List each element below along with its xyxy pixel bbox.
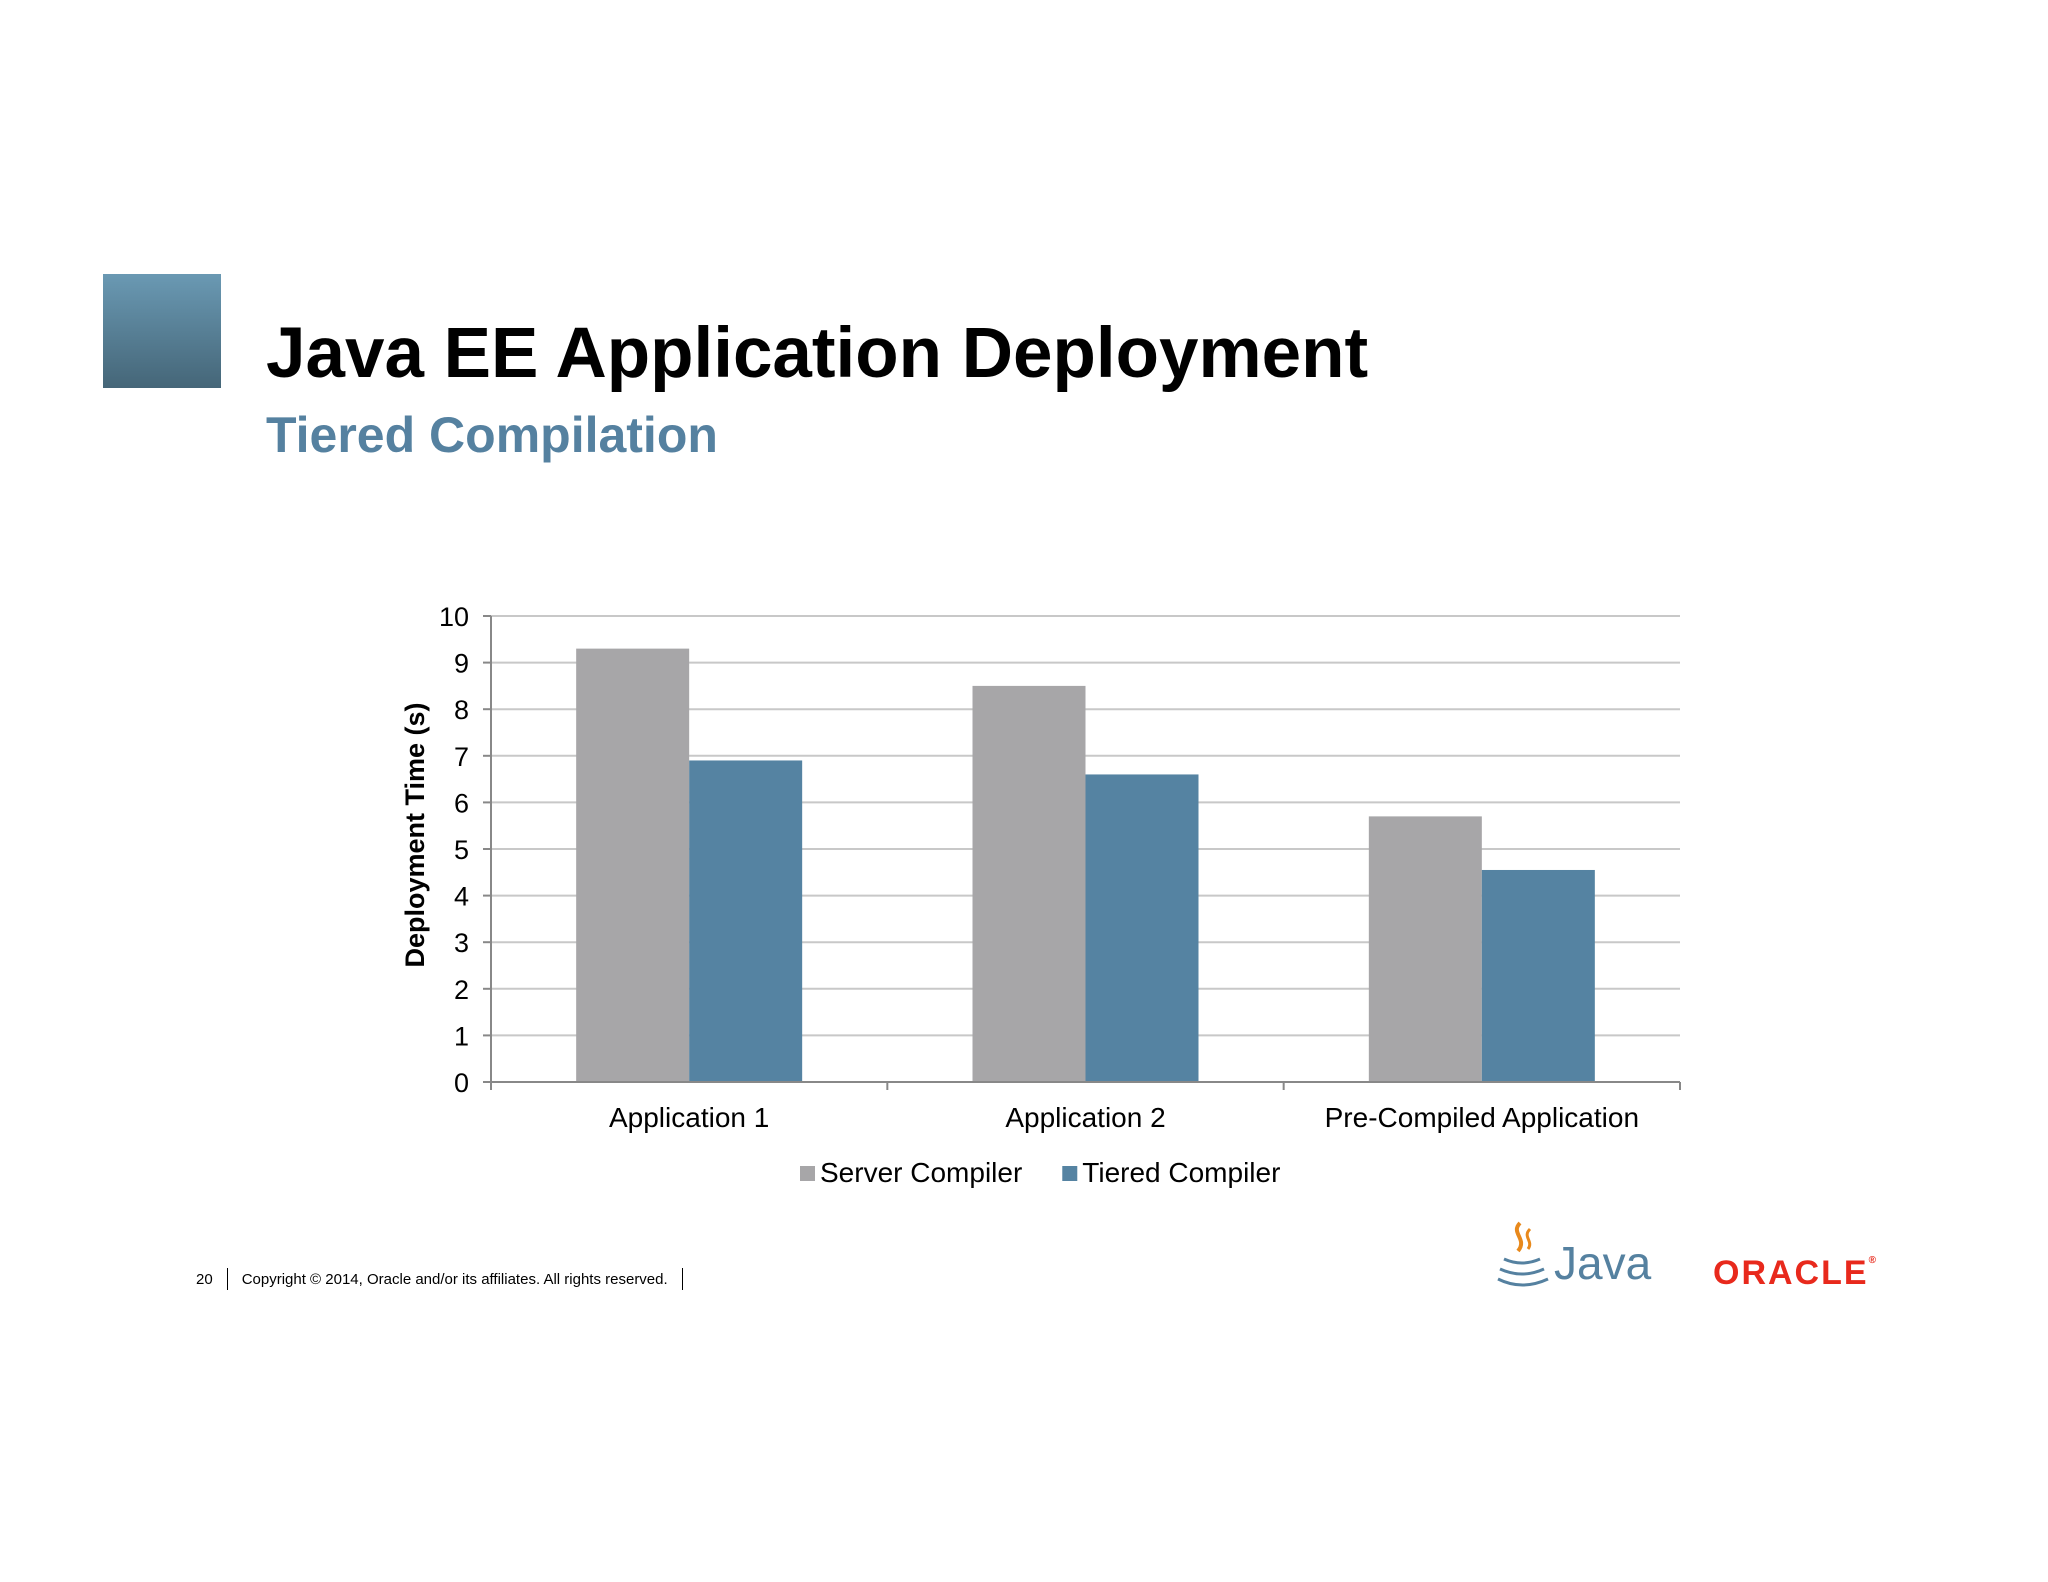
bar-server-compiler — [1368, 816, 1482, 1082]
y-tick-label: 3 — [454, 928, 469, 958]
java-logo-text: Java — [1554, 1237, 1652, 1289]
y-tick-label: 4 — [454, 882, 469, 912]
x-tick-label: Pre-Compiled Application — [1325, 1102, 1639, 1133]
footer-separator — [226, 1268, 228, 1290]
x-tick-label: Application 1 — [609, 1102, 769, 1133]
y-tick-label: 8 — [454, 695, 469, 725]
y-tick-label: 7 — [454, 742, 469, 772]
legend-swatch-server-compiler — [800, 1166, 815, 1181]
tick-labels: 0 1 2 3 4 5 6 7 8 9 10 Application 1 Application 2 Pr… — [439, 602, 1639, 1133]
y-tick-label: 6 — [454, 788, 469, 818]
footer: 20 Copyright © 2014, Oracle and/or its a… — [196, 1268, 697, 1290]
oracle-logo-text: ORACLE — [1713, 1254, 1869, 1292]
axes — [483, 615, 1681, 1090]
slide-subtitle: Tiered Compilation — [266, 407, 718, 463]
legend-label-tiered-compiler: Tiered Compiler — [1082, 1157, 1280, 1188]
legend-swatch-tiered-compiler — [1062, 1166, 1078, 1181]
y-tick-label: 9 — [454, 649, 469, 679]
legend-label-server-compiler: Server Compiler — [820, 1157, 1022, 1188]
slide-title: Java EE Application Deployment — [266, 314, 1369, 393]
java-logo: Java — [1497, 1221, 1652, 1289]
copyright-notice: Copyright © 2014, Oracle and/or its affi… — [241, 1270, 668, 1288]
x-tick-label: Application 2 — [1005, 1102, 1165, 1133]
y-axis-label: Deployment Time (s) — [400, 702, 430, 967]
oracle-logo: ORACLE® — [1713, 1254, 1876, 1292]
y-tick-label: 2 — [454, 975, 469, 1005]
title-accent-square — [103, 274, 221, 388]
page-number: 20 — [196, 1270, 213, 1288]
y-tick-label: 0 — [454, 1068, 469, 1098]
y-tick-label: 5 — [454, 835, 469, 865]
bar-server-compiler — [576, 648, 690, 1082]
legend: Server Compiler Tiered Compiler — [800, 1157, 1280, 1188]
bar-tiered-compiler — [1481, 869, 1595, 1082]
footer-separator — [681, 1268, 683, 1290]
y-tick-label: 1 — [454, 1021, 469, 1051]
bar-server-compiler — [972, 685, 1086, 1082]
bars — [576, 648, 1595, 1082]
bar-tiered-compiler — [1085, 774, 1199, 1082]
bar-tiered-compiler — [689, 760, 803, 1082]
y-tick-label: 10 — [439, 602, 469, 632]
